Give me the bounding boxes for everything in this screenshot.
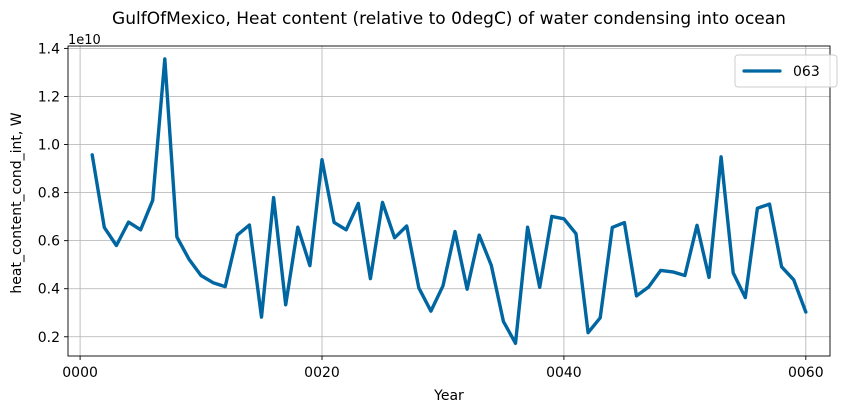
y-tick-label: 0.8 — [38, 186, 60, 202]
y-tick-label: 0.4 — [38, 282, 60, 298]
x-tick-label: 0000 — [62, 365, 98, 381]
axis-ticks: 0000 0020 0040 0060 0.2 0.4 0.6 0.8 1.0 1.2 1.4 — [38, 41, 824, 381]
plot-frame — [67, 45, 831, 357]
series-layer — [90, 57, 808, 345]
series-line-063 — [90, 57, 808, 345]
legend-label-063: 063 — [793, 64, 820, 80]
y-tick-label: 1.0 — [38, 138, 60, 154]
y-tick-label: 0.6 — [38, 234, 60, 250]
x-tick-label: 0060 — [788, 365, 824, 381]
x-tick-label: 0020 — [304, 365, 340, 381]
grid-lines — [68, 46, 830, 356]
x-axis-label: Year — [433, 388, 464, 404]
y-axis-label: heat_content_cond_int, W — [9, 112, 25, 293]
x-tick-label: 0040 — [546, 365, 582, 381]
legend: 063 — [734, 54, 838, 88]
legend-box — [734, 54, 838, 88]
y-tick-label: 0.2 — [38, 330, 60, 346]
chart-title: GulfOfMexico, Heat content (relative to … — [112, 9, 786, 29]
y-offset-label: 1e10 — [68, 33, 101, 48]
y-tick-label: 1.2 — [38, 89, 60, 105]
y-tick-label: 1.4 — [38, 41, 60, 57]
